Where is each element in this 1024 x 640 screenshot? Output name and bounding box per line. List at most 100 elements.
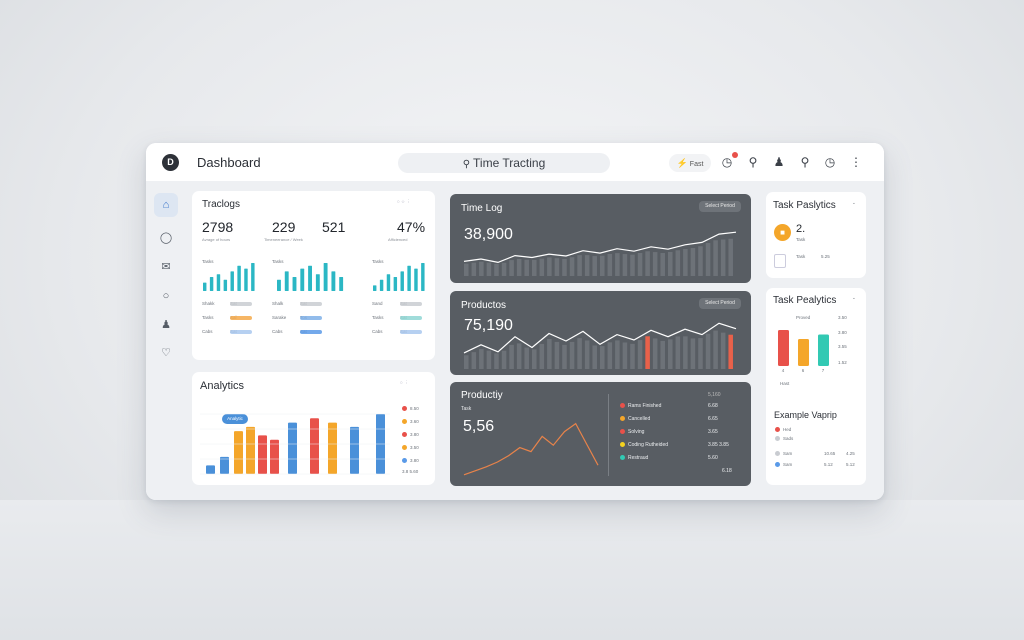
analytics-bar (206, 465, 215, 474)
productivity-line (463, 422, 599, 476)
chart-bar (516, 258, 522, 276)
legend-dot (620, 455, 625, 460)
more-icon[interactable]: ⋮ (850, 155, 862, 169)
mini-bar (277, 279, 281, 291)
chart-bar (509, 344, 514, 369)
row-label: Cabs (272, 329, 283, 334)
chart-bar (622, 342, 628, 369)
time-logs-value: 38,900 (464, 226, 513, 243)
legend-dot (620, 416, 625, 421)
stat-value: 521 (322, 219, 346, 235)
task-pealytics-card: Task Pealytics ⌄ Proved 4 6 7 3.50 3.80 3.… (766, 288, 866, 485)
mini-chart-1 (203, 263, 255, 291)
legend-label: Rams Finished (628, 403, 662, 409)
task-bar (818, 334, 829, 366)
legend-value: 6.65 (708, 416, 718, 422)
productivity-title: Productiy (461, 390, 503, 401)
app-logo[interactable]: D (162, 154, 179, 171)
chart-bar (539, 343, 545, 369)
card-controls-icon[interactable]: ○ ⋮ (400, 380, 409, 385)
analytics-bar-chart (200, 413, 390, 475)
user-icon[interactable]: ♟ (161, 319, 171, 331)
analytics-footer: 3.8 5.60 (402, 469, 419, 474)
productivity-value: 5,56 (463, 418, 495, 435)
chart-bar (577, 255, 582, 276)
task-bar-label: 6 (802, 368, 805, 373)
chart-bar (569, 341, 575, 369)
chart-bar (532, 259, 537, 276)
row-bar (230, 316, 252, 320)
row-label: Cabs (372, 329, 383, 334)
timer-icon[interactable]: ◷ (824, 155, 836, 169)
search-icon[interactable]: ⚲ (800, 155, 810, 169)
mini-bar (414, 268, 418, 291)
productivity-chart (463, 422, 599, 476)
chart-bar (479, 349, 484, 369)
chart-bar (471, 352, 477, 369)
fast-pill-button[interactable]: ⚡ Fast (669, 154, 711, 172)
analytics-bar (350, 426, 359, 474)
task-bar-label: 7 (822, 368, 825, 373)
chat-icon[interactable]: ○ (162, 290, 170, 302)
select-period-button[interactable]: Select Period (699, 298, 741, 309)
analytics-tooltip: Analytic (222, 414, 248, 424)
mini-bar (292, 277, 297, 291)
legend-label: 3.80 (410, 458, 419, 463)
legend-value: 3.80 (838, 330, 847, 335)
task-pealytics-chart: 4 6 7 (778, 330, 829, 373)
chart-bar (471, 262, 477, 276)
task-pealytics-title: Task Pealytics (773, 295, 837, 306)
chart-bar (607, 342, 613, 369)
chart-bar (524, 259, 529, 276)
chart-bar (637, 252, 643, 276)
heart-icon[interactable]: ♡ (161, 347, 171, 359)
analytics-bar (328, 422, 337, 474)
legend-value: 3.55 (838, 344, 847, 349)
task-analytics-value: 2. (796, 223, 806, 235)
stat-value: 229 (272, 219, 296, 235)
stat-value: 47% (397, 219, 426, 235)
chart-bar (509, 260, 514, 276)
mini-bar (230, 271, 234, 291)
legend-dot (402, 458, 407, 463)
mail-icon[interactable]: ✉ (161, 261, 171, 273)
time-logs-chart (463, 231, 737, 276)
chart-bar (660, 253, 665, 276)
user-icon[interactable]: ♟ (773, 155, 785, 169)
legend-dot (402, 445, 407, 450)
mini-bar (339, 277, 344, 291)
clock-icon[interactable]: ◷ (721, 155, 733, 169)
chart-bar (501, 350, 507, 369)
chart-bar (728, 238, 733, 276)
chart-bar (584, 340, 590, 369)
globe-icon[interactable]: ◯ (159, 232, 173, 244)
document-icon (774, 254, 786, 268)
search-icon[interactable]: ⚲ (748, 155, 758, 169)
app-title: Dashboard (197, 155, 261, 170)
chart-bar (577, 338, 582, 369)
card-controls-icon[interactable]: ○ ☆ ⋮ (397, 199, 411, 204)
lock-icon: ■ (774, 224, 791, 241)
chevron-down-icon[interactable]: ⌄ (852, 200, 856, 205)
analytics-bar (234, 431, 243, 474)
chevron-down-icon[interactable]: ⌄ (852, 295, 856, 300)
chart-bar (683, 248, 688, 276)
mini-bar (308, 265, 312, 291)
row-label: Sarake (272, 315, 287, 320)
chart-bar (645, 336, 650, 369)
chart-bar (547, 339, 552, 369)
chart-bar (494, 353, 499, 369)
chart-bar (637, 340, 643, 369)
select-period-button[interactable]: Select Period (699, 201, 741, 212)
chart-bar (698, 338, 703, 369)
search-text: Time Tracting (473, 156, 546, 170)
chart-bar (554, 258, 560, 276)
mini-bar (300, 268, 305, 291)
mini-bar (393, 277, 398, 291)
home-icon[interactable]: ⌂ (154, 193, 178, 217)
search-bar[interactable]: ⚲ Time Tracting (398, 153, 610, 173)
chart-bar (479, 261, 484, 276)
lightning-icon: ⚡ (676, 158, 688, 168)
analytics-card: Analytics ○ ⋮ Analytic 8.50 3.60 3.80 3.50 3… (192, 372, 435, 485)
mini-bar (216, 274, 221, 291)
